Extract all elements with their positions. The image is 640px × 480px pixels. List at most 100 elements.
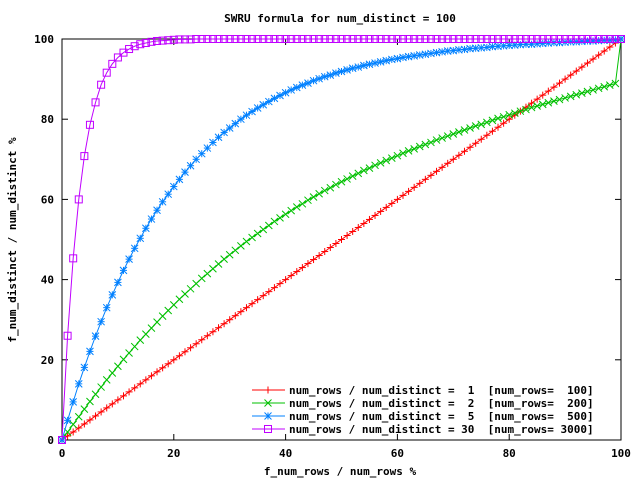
data-point [248,35,257,43]
data-point [533,95,541,103]
data-point [147,372,155,380]
x-tick-label: 40 [279,447,292,460]
data-point [455,128,463,136]
data-point [158,197,167,206]
data-point [382,203,390,211]
data-point [309,35,318,43]
data-point [427,171,435,179]
data-point [466,35,475,43]
data-point [365,164,374,172]
data-point [214,133,223,142]
data-point [197,35,206,43]
series-4 [58,35,625,444]
data-point [130,42,139,51]
data-point [287,206,296,215]
data-point [80,363,89,372]
x-tick-label: 80 [503,447,516,460]
data-point [231,312,239,320]
data-point [371,35,380,43]
data-point [516,107,525,116]
data-point [74,380,83,388]
data-point [611,35,620,43]
data-point [198,336,206,344]
data-point [521,35,530,43]
data-point [264,221,273,230]
data-point [287,272,295,280]
data-point [114,278,122,287]
data-point [242,111,251,120]
data-point [231,246,240,255]
data-point [365,215,373,223]
data-point [220,35,229,43]
data-point [455,151,463,159]
data-point [293,268,301,276]
data-point [102,68,111,77]
data-point [488,35,497,43]
data-point [209,264,217,273]
data-point [209,328,217,336]
data-point [276,35,285,43]
data-point [119,266,128,275]
legend-marker [264,425,272,433]
data-point [583,35,592,43]
data-point [225,250,234,259]
x-tick-label: 20 [167,447,180,460]
y-tick-label: 80 [41,113,54,126]
data-point [69,420,78,429]
data-point [102,303,111,312]
data-point [494,114,502,123]
data-point [153,368,161,376]
data-point [237,242,245,250]
data-point [577,35,586,43]
data-point [153,206,161,215]
data-point [142,376,150,384]
data-point [438,35,447,43]
data-point [304,79,312,87]
data-point [97,408,105,416]
data-point [410,183,418,191]
data-point [97,383,105,391]
data-point [533,35,542,43]
y-tick-label: 0 [47,434,54,447]
data-point [321,248,329,256]
data-point [153,37,162,46]
data-point [304,260,312,268]
data-point [382,35,391,43]
data-point [572,90,581,99]
data-point [566,92,575,101]
data-point [337,35,346,43]
data-point [331,35,340,43]
data-point [74,412,83,421]
data-point [214,260,223,268]
data-point [399,191,407,199]
data-point [365,35,374,43]
data-point [91,98,100,107]
data-point [477,120,486,129]
data-point [147,215,156,223]
legend-marker [264,386,272,394]
data-point [432,136,441,144]
data-point [510,35,519,43]
data-point [421,35,430,43]
data-point [516,35,525,43]
y-tick-label: 100 [34,33,54,46]
data-point [231,35,240,43]
data-point [253,104,262,112]
data-point [147,37,156,46]
data-point [136,40,145,49]
data-point [359,35,368,43]
data-point [589,35,598,43]
data-point [270,35,279,43]
data-point [387,35,396,43]
data-point [561,35,570,43]
data-point [365,60,374,69]
data-point [589,55,597,63]
data-point [203,332,211,340]
data-point [343,175,351,183]
data-point [555,95,564,104]
data-point [197,274,206,283]
data-point [606,43,614,51]
data-point [108,59,117,68]
data-point [254,296,262,304]
